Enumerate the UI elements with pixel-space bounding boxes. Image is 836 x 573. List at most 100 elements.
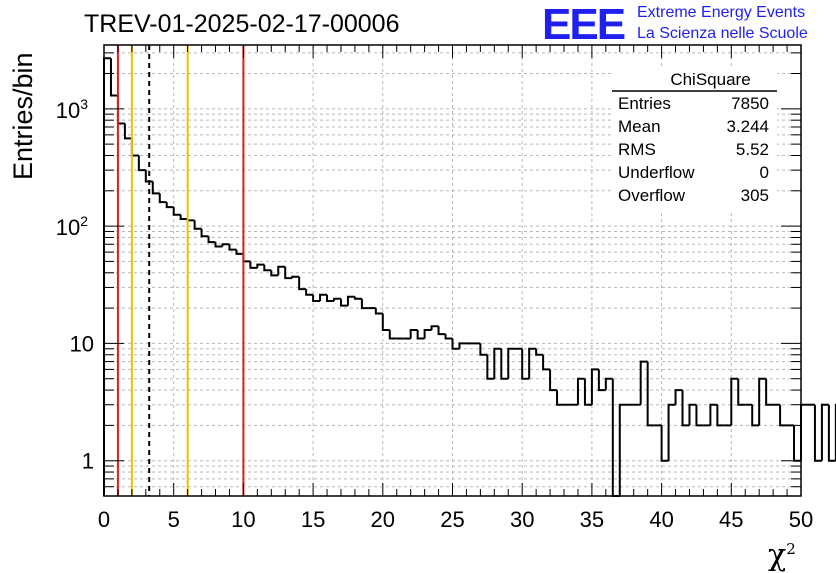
histogram-bin: [139, 155, 146, 170]
histogram-bin: [710, 405, 717, 426]
x-axis-label-base: χ: [768, 538, 786, 573]
y-tick-label: 102: [56, 213, 88, 240]
histogram-bin: [355, 297, 362, 299]
y-tick-label: 1: [82, 449, 94, 474]
histogram-bin: [390, 330, 397, 339]
histogram-bin: [257, 265, 264, 268]
histogram-bin: [278, 267, 285, 276]
x-tick-label: 5: [168, 507, 180, 532]
x-tick-label: 20: [371, 507, 395, 532]
histogram-bin: [536, 349, 543, 355]
x-tick-label: 35: [580, 507, 604, 532]
stats-row-label: Entries: [618, 94, 671, 113]
histogram-bin: [801, 405, 808, 461]
histogram-bin: [167, 202, 174, 207]
stats-row-label: Overflow: [618, 186, 686, 205]
stats-row-label: Mean: [618, 117, 661, 136]
y-tick-label: 103: [56, 96, 88, 123]
histogram-bin: [731, 379, 738, 426]
histogram-bin: [683, 390, 690, 425]
histogram-bin: [306, 289, 313, 295]
stats-row-label: RMS: [618, 140, 656, 159]
histogram-bin: [327, 295, 334, 301]
histogram-bin: [557, 390, 564, 405]
histogram-bin: [320, 295, 327, 301]
x-tick-label: 15: [301, 507, 325, 532]
x-tick-label: 25: [440, 507, 464, 532]
x-tick-label: 30: [510, 507, 534, 532]
histogram-bin: [243, 254, 250, 262]
histogram-bin: [780, 405, 787, 426]
histogram-bin: [313, 295, 320, 301]
histogram-bin: [662, 425, 669, 460]
histogram-bin: [738, 379, 745, 405]
histogram-bin: [759, 379, 766, 426]
histogram-bin: [494, 349, 501, 379]
histogram-bin: [717, 405, 724, 426]
histogram-bin: [529, 349, 536, 379]
histogram-bin: [432, 326, 439, 330]
histogram-bin: [132, 138, 139, 155]
stats-row-value: 7850: [731, 94, 769, 113]
x-tick-label: 0: [98, 507, 110, 532]
stats-row-value: 5.52: [736, 140, 769, 159]
stats-row-value: 305: [741, 186, 769, 205]
x-tick-label: 50: [789, 507, 813, 532]
histogram-bin: [501, 349, 508, 379]
histogram-bin: [522, 349, 529, 379]
histogram-bin: [794, 425, 801, 460]
histogram-bin: [829, 405, 836, 461]
histogram-bin: [222, 244, 229, 246]
histogram-bin: [669, 405, 676, 461]
histogram-bin: [153, 182, 160, 194]
histogram-bin: [195, 220, 202, 228]
histogram-bin: [766, 379, 773, 405]
histogram-bin: [425, 330, 432, 339]
histogram-bin: [696, 405, 703, 426]
histogram-bin: [250, 261, 257, 268]
histogram-bin: [118, 95, 125, 123]
stats-row-value: 0: [760, 163, 769, 182]
histogram-bin: [641, 362, 648, 405]
histogram-bin: [181, 215, 188, 219]
histogram-bin: [689, 405, 696, 426]
histogram-bin: [104, 58, 111, 496]
x-axis-label: χ2: [768, 538, 796, 573]
histogram-bin: [508, 349, 515, 379]
stats-box-name: ChiSquare: [670, 70, 750, 89]
histogram-bin: [411, 330, 418, 339]
histogram-bin: [362, 299, 369, 308]
histogram-bin: [376, 308, 383, 313]
histogram-bin: [383, 313, 390, 330]
stats-row-value: 3.244: [726, 117, 769, 136]
histogram-bin: [606, 379, 613, 390]
histogram-bin: [111, 58, 118, 95]
histogram-bin: [418, 330, 425, 339]
histogram-bin: [620, 405, 627, 496]
histogram-bin: [487, 355, 494, 379]
x-axis-label-superscript: 2: [786, 540, 796, 558]
histogram-bin: [174, 207, 181, 215]
histogram-bin: [292, 277, 299, 278]
histogram-bin: [592, 369, 599, 404]
histogram-bin: [578, 379, 585, 405]
histogram-bin: [815, 405, 822, 461]
histogram-bin: [599, 369, 606, 390]
histogram-bin: [348, 297, 355, 306]
histogram-bin: [202, 229, 209, 236]
histogram-bin: [229, 244, 236, 249]
y-tick-label: 10: [70, 331, 94, 356]
histogram-bin: [160, 193, 167, 202]
x-tick-label: 40: [649, 507, 673, 532]
y-axis-label: Entries/bin: [8, 52, 39, 180]
histogram-bin: [648, 362, 655, 426]
histogram-bin: [334, 299, 341, 301]
histogram-bin: [543, 355, 550, 370]
reference-lines: [118, 45, 243, 496]
histogram-bin: [341, 299, 348, 306]
histogram-bin: [585, 379, 592, 405]
histogram-bin: [822, 405, 829, 461]
